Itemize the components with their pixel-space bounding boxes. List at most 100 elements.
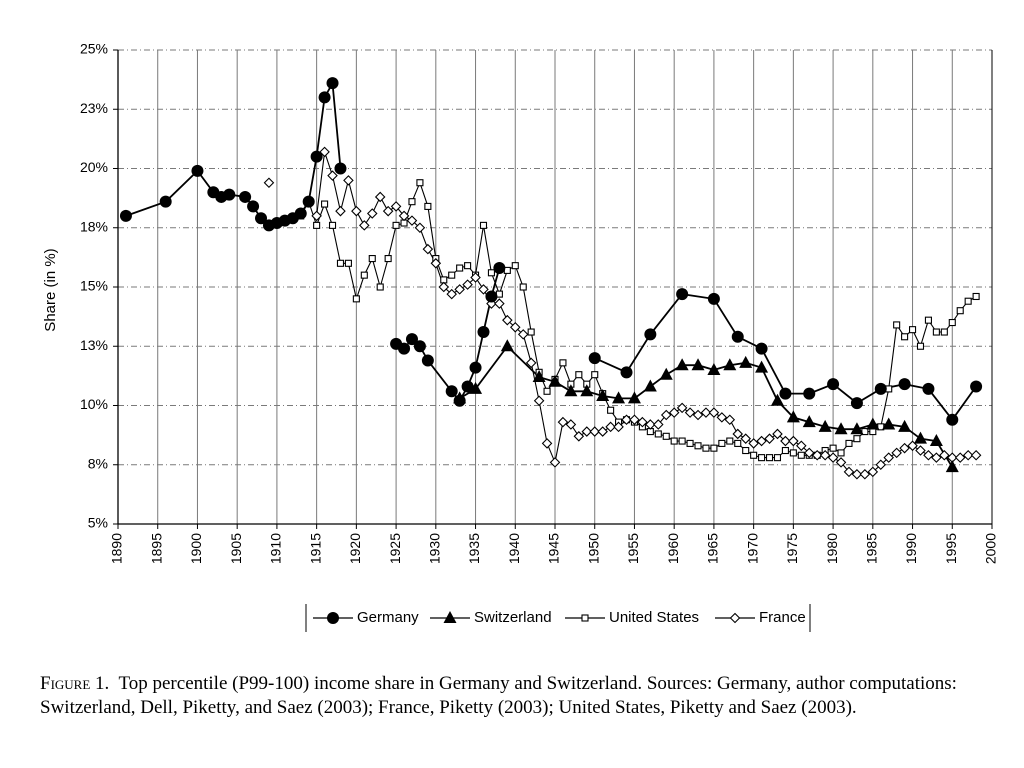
y-axis-ticks: 5% 8% 10% 13% 15% 18% 20% 23% 25% [80,41,118,531]
point-france-1919 [343,175,354,186]
point-switzerland-1951 [596,389,610,402]
point-france-1974 [780,435,791,447]
y-tick-label: 5% [88,515,108,531]
point-united-states-1968 [734,439,742,447]
point-france-1934 [462,279,473,290]
point-france-1948 [573,431,585,442]
point-france-1959 [660,409,672,421]
point-switzerland-1935 [469,381,483,394]
point-united-states-1917 [328,221,337,229]
y-tick-label: 20% [80,159,108,175]
x-axis-ticks: 1890 1895 1900 1905 1910 1915 1920 1925 1930 1935… [109,524,999,564]
legend-label-germany: Germany [357,609,419,626]
y-tick-label: 25% [80,41,108,57]
point-germany-1957 [644,328,657,341]
point-france-1983 [851,468,863,480]
point-switzerland-1953 [612,391,626,404]
legend-marker-united-states [581,614,589,622]
point-united-states-1988 [893,321,901,329]
point-germany-1965 [707,292,720,305]
point-united-states-1919 [344,259,352,267]
point-united-states-1965 [710,444,718,452]
point-united-states-1976 [797,451,805,459]
point-united-states-1992 [924,316,932,324]
point-germany-1914 [302,195,315,208]
point-france-1927 [406,215,418,226]
point-france-1985 [867,466,879,478]
point-france-1928 [414,222,426,234]
point-france-1935 [470,272,481,283]
point-france-1997 [962,449,974,461]
point-switzerland-1939 [500,339,514,352]
point-france-1992 [923,449,934,461]
point-france-1993 [931,452,942,463]
point-switzerland-1991 [913,431,927,444]
point-france-1920 [351,205,362,217]
point-france-1925 [390,201,402,212]
x-tick-label-1950: 1950 [585,533,601,564]
point-united-states-1964 [702,444,710,452]
point-united-states-1923 [376,283,384,291]
x-tick-label-1895: 1895 [148,533,164,564]
y-tick-label: 8% [88,455,108,471]
point-france-1936 [478,284,489,295]
point-france-1956 [637,416,648,428]
point-france-1963 [692,409,704,421]
x-tick-label-1910: 1910 [268,533,284,564]
point-united-states-1952 [607,406,615,414]
point-france-1939 [502,314,513,326]
point-france-1965 [708,407,720,418]
point-united-states-1915 [313,221,321,229]
point-united-states-1940 [511,262,519,270]
point-united-states-1922 [368,255,376,263]
point-switzerland-1977 [802,415,816,428]
point-france-1930 [430,258,442,269]
x-tick-label-1965: 1965 [705,533,721,564]
point-united-states-1991 [916,342,925,350]
point-france-1952 [605,421,616,433]
point-france-1929 [422,243,434,255]
point-france-1998 [970,449,982,461]
point-united-states-1975 [789,449,797,457]
point-germany-1936 [477,326,490,339]
point-france-1933 [454,284,465,295]
legend-marker-france [729,612,741,624]
point-united-states-1990 [908,326,917,334]
point-germany-1928 [413,340,426,353]
x-tick-label-1890: 1890 [109,533,125,564]
legend-label-united-states: United States [609,609,699,626]
point-switzerland-1959 [659,367,673,380]
point-germany-1906 [239,190,252,203]
point-france-1931 [438,281,450,293]
point-france-1918 [335,205,346,217]
point-united-states-1973 [773,454,782,462]
point-united-states-1946 [559,359,567,367]
point-france-1982 [843,466,855,478]
point-france-1972 [764,433,775,444]
point-france-1941 [517,329,529,340]
point-france-1962 [684,407,696,418]
point-france-1921 [359,220,370,231]
point-switzerland-1963 [691,358,705,371]
point-united-states-1989 [901,333,909,341]
point-germany-1954 [620,366,633,379]
x-tick-label-1985: 1985 [864,533,880,564]
point-germany-1974 [779,387,792,400]
point-united-states-1969 [742,446,750,455]
point-france-1954 [621,414,632,425]
point-united-states-1966 [718,439,726,447]
point-france-1945 [549,457,561,468]
y-tick-label: 18% [80,218,108,234]
point-germany-1916 [318,91,331,104]
point-france-1971 [756,435,767,447]
point-united-states-1972 [765,454,774,462]
point-germany-1900 [191,164,204,177]
point-united-states-1996 [956,307,964,315]
point-switzerland-1967 [723,358,737,371]
point-united-states-1967 [726,437,734,445]
point-switzerland-1947 [564,384,578,397]
point-france-1932 [446,288,457,300]
point-germany-1907 [247,200,260,213]
point-united-states-1936 [479,221,488,229]
point-switzerland-1969 [739,355,753,368]
